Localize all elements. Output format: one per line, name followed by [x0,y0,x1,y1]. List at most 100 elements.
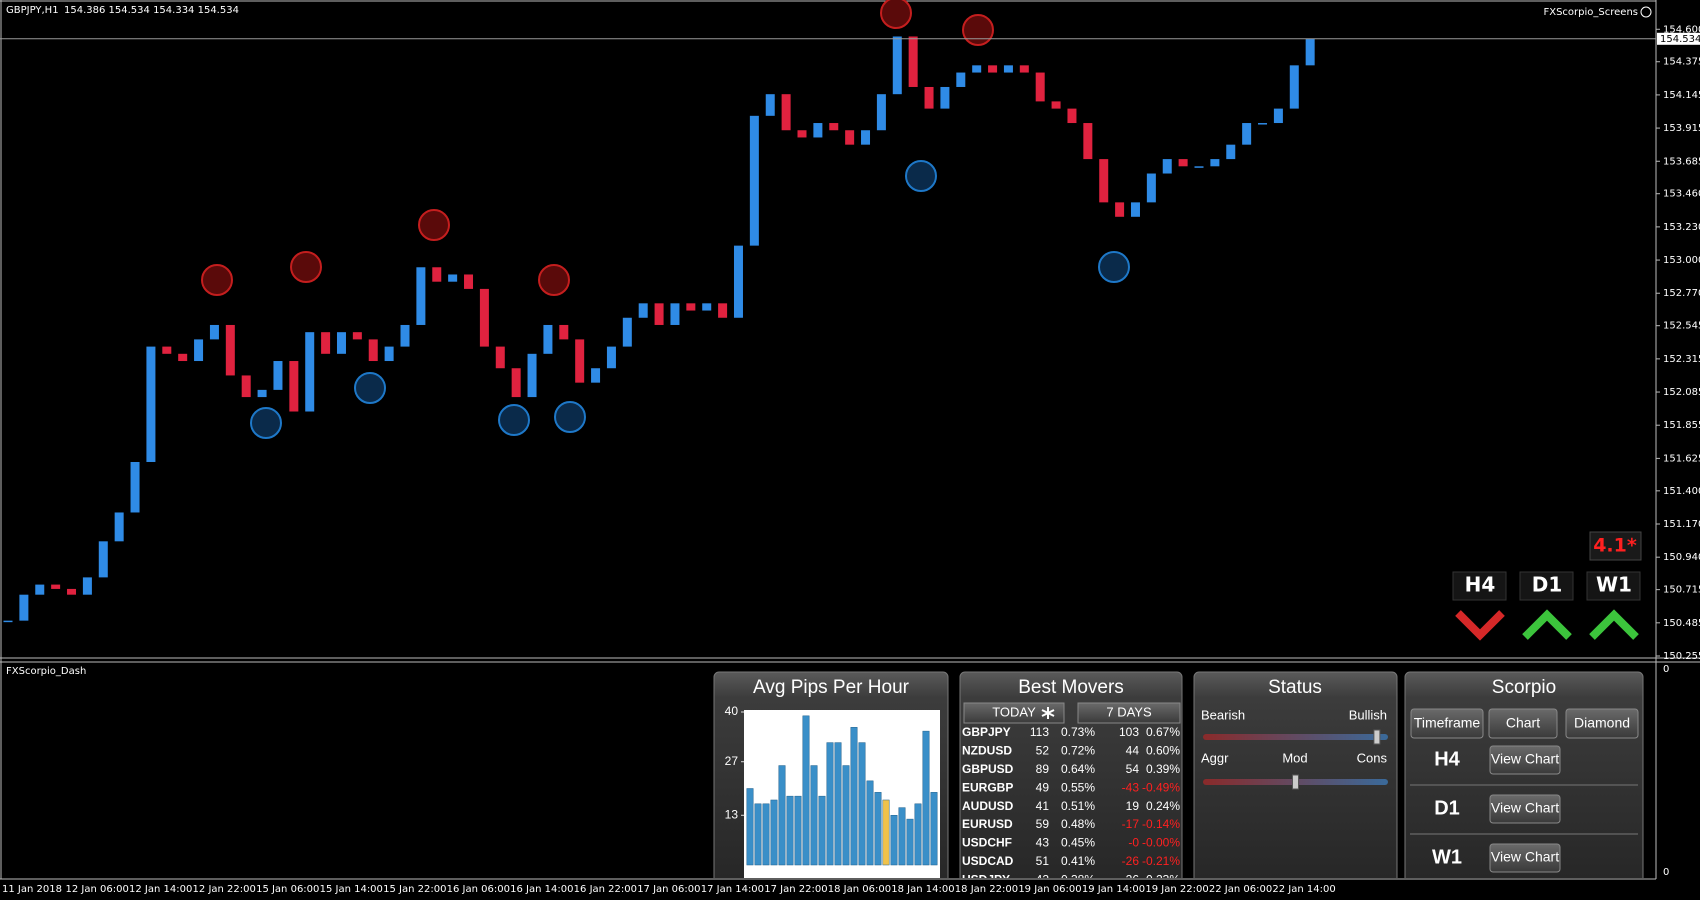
mover-value: 103 [1119,725,1139,739]
mover-value: 19 [1126,799,1140,813]
candle [209,324,219,340]
candle [527,353,537,398]
candle [511,368,521,398]
x-tick-label: 16 Jan 14:00 [510,884,573,895]
mover-value: 44 [1126,744,1140,758]
bar [794,795,802,866]
mover-value: 0.23% [1146,872,1180,886]
candle [479,288,489,347]
candle [861,130,871,145]
x-tick-label: 17 Jan 06:00 [637,884,700,895]
candle [495,346,505,369]
view-chart-button[interactable] [1489,794,1561,824]
scorpio-button[interactable] [1565,708,1639,739]
candle [654,303,664,325]
timeframe-label: W1 [1432,846,1462,868]
y-tick-label: 152.085 [1663,387,1700,398]
candle [1162,159,1172,174]
panel-title: Best Movers [1018,677,1124,698]
x-tick-label: 18 Jan 14:00 [891,884,954,895]
candle [908,36,918,87]
status-label: Mod [1282,750,1307,765]
view-chart-label[interactable]: View Chart [1491,751,1559,767]
bar [882,799,890,866]
status-label: Bullish [1349,707,1387,722]
bar [834,742,842,866]
mover-symbol: GBPUSD [962,762,1014,776]
candle [1178,159,1188,167]
x-tick-label: 22 Jan 06:00 [1209,884,1272,895]
bias-slider-thumb[interactable] [1373,729,1381,745]
bar [770,799,778,866]
candle [352,332,362,340]
mover-value: 51 [1036,854,1050,868]
scorpio-button-label[interactable]: Timeframe [1414,715,1481,731]
candle [257,389,267,398]
candle [1019,65,1029,73]
sell-marker [201,264,233,296]
buy-marker [250,407,282,439]
view-chart-button[interactable] [1489,843,1561,873]
bar [874,792,882,866]
mover-value: -0.14% [1142,817,1180,831]
y-tick-label: 151.400 [1663,486,1700,497]
timeframe-label: D1 [1532,573,1563,597]
candle [194,339,204,362]
symbol-label: GBPJPY,H1 [6,5,59,16]
view-chart-button[interactable] [1489,745,1561,775]
mover-value: -17 [1122,817,1140,831]
candle [876,94,886,131]
panel-title: Scorpio [1492,677,1556,698]
candle [464,274,474,289]
tab-7-days[interactable] [1077,702,1181,724]
view-chart-label[interactable]: View Chart [1491,800,1559,816]
scorpio-button[interactable] [1410,708,1484,739]
status-label: Cons [1357,750,1388,765]
bar [890,815,898,866]
candle [1242,123,1252,145]
candle [1305,38,1315,66]
bar [930,792,938,866]
candle [733,245,743,318]
x-tick-label: 19 Jan 06:00 [1018,884,1081,895]
candle [178,353,188,362]
mover-value: 0.39% [1146,762,1180,776]
x-tick-label: 15 Jan 06:00 [256,884,319,895]
y-tick-label: 27 [725,754,739,768]
y-tick-label: 150.715 [1663,585,1700,596]
bar [866,780,874,866]
bias-slider-track[interactable] [1203,734,1388,740]
scorpio-button-label[interactable]: Diamond [1574,715,1630,731]
candle [1226,144,1236,160]
mode-slider-thumb[interactable] [1292,774,1299,790]
x-tick-label: 19 Jan 22:00 [1145,884,1208,895]
candle [606,346,616,369]
scorpio-button[interactable] [1488,708,1558,739]
tab-today[interactable] [963,702,1065,724]
scorpio-button-label[interactable]: Chart [1506,715,1540,731]
tab-label[interactable]: 7 DAYS [1106,704,1152,719]
tab-label[interactable]: TODAY [992,704,1036,719]
candle [686,303,696,311]
candle [702,303,712,311]
arrow-up [1522,609,1572,640]
y-tick-label: 154.145 [1663,90,1700,101]
mover-symbol: AUDUSD [962,799,1014,813]
subwindow-axis-label: 0 [1663,664,1669,675]
smiley-icon [1640,6,1652,18]
x-tick-label: 22 Jan 14:00 [1272,884,1335,895]
y-tick-label: 40 [725,704,739,718]
mover-value: 43 [1036,836,1050,850]
x-tick-label: 15 Jan 22:00 [383,884,446,895]
y-tick-label: 151.170 [1663,519,1700,530]
current-price-label: 154.534 [1660,34,1700,45]
view-chart-label[interactable]: View Chart [1491,849,1559,865]
bar [810,765,818,866]
candle [162,346,172,354]
ohlc-label: 154.386 154.534 154.334 154.534 [64,5,239,16]
candle [591,368,601,383]
mover-symbol: USDCHF [962,836,1012,850]
x-tick-label: 12 Jan 22:00 [193,884,256,895]
bar [754,803,762,866]
y-tick-label: 152.545 [1663,321,1700,332]
